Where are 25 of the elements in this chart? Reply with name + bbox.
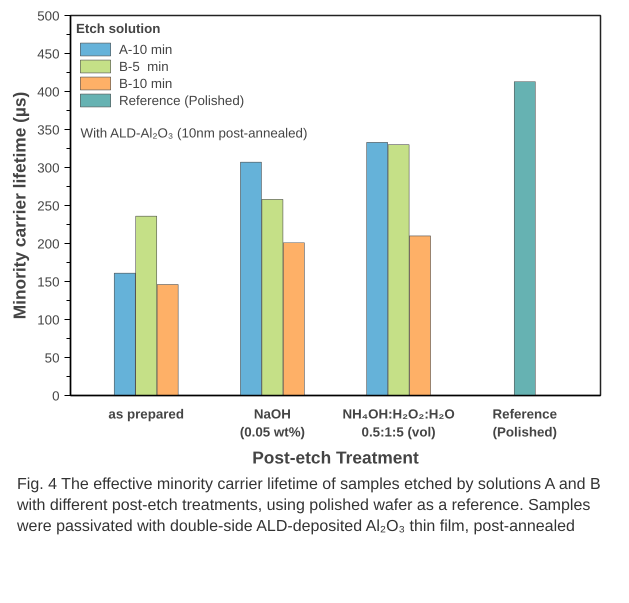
y-tick-label: 300 bbox=[37, 160, 60, 176]
y-axis-title: Minority carrier lifetime (µs) bbox=[9, 92, 30, 320]
caption: Fig. 4 The effective minority carrier lifetime of samples etched by solutions A and B with different post-etch treatments, using polished wafer as a reference. Samples were passivated with double-side ALD-deposited Al₂O₃ thin film, post-annealed bbox=[17, 475, 602, 537]
x-tick-label: Reference (Polished) bbox=[492, 406, 558, 440]
y-tick-label: 500 bbox=[37, 8, 60, 24]
bar bbox=[514, 81, 536, 396]
legend-label: B-5 min bbox=[119, 58, 169, 74]
y-tick-label: 100 bbox=[37, 312, 60, 328]
legend-title: Etch solution bbox=[76, 21, 162, 36]
x-tick-label: NH₄OH:H₂O₂:H₂O 0.5:1:5 (vol) bbox=[342, 406, 455, 440]
y-tick-label: 350 bbox=[37, 122, 60, 138]
y-tick-label: 0 bbox=[52, 388, 60, 404]
legend-label: A-10 min bbox=[119, 42, 172, 56]
y-tick-label: 150 bbox=[37, 274, 60, 290]
y-tick-label: 250 bbox=[37, 198, 60, 214]
y-tick-label: 200 bbox=[37, 236, 60, 252]
y-tick-label: 400 bbox=[37, 84, 60, 100]
legend-label: B-10 min bbox=[119, 76, 172, 90]
annotation: With ALD-Al₂O₃ (10nm post-annealed) bbox=[80, 126, 308, 140]
y-tick-label: 50 bbox=[44, 350, 60, 366]
x-axis-title: Post-etch Treatment bbox=[252, 448, 420, 468]
legend-label: Reference (Polished) bbox=[119, 92, 244, 108]
y-tick-label: 450 bbox=[37, 46, 60, 62]
x-tick-label: NaOH (0.05 wt%) bbox=[240, 406, 306, 440]
x-tick-label: as prepared bbox=[108, 406, 184, 422]
